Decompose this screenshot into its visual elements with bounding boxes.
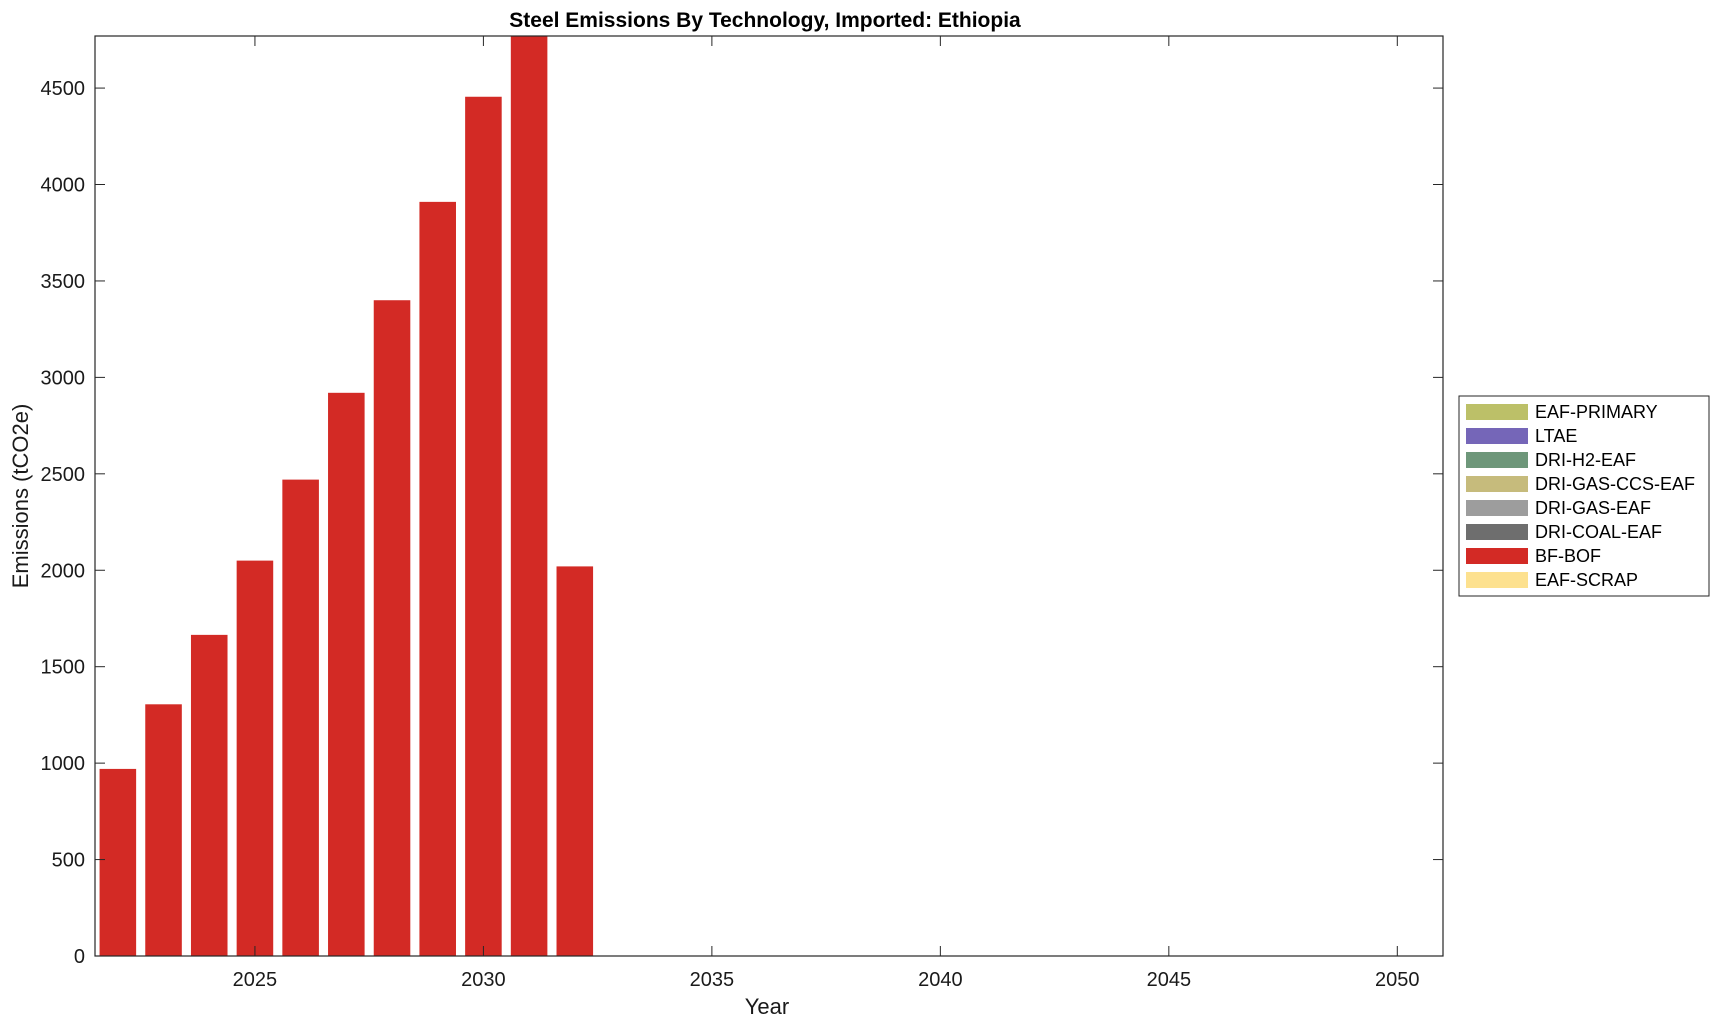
bar-bf-bof-2032 [556,566,594,956]
bar-bf-bof-2023 [145,704,182,956]
bars-layer [99,36,594,957]
legend-box [1458,395,1710,597]
legend-swatch-dri-gas-ccs-eaf [1466,476,1528,492]
legend-label-bf-bof: BF-BOF [1535,546,1601,566]
y-axis: 0 500 1000 1500 2000 2500 3000 3500 4000 4500 [41,78,1443,968]
x-tick-label-2040: 2040 [918,969,963,991]
bar-bf-bof-2024 [190,634,228,956]
bar-bf-bof-2029 [419,201,456,956]
bar-bf-bof-2026 [282,479,319,956]
y-tick-label-3500: 3500 [41,271,86,293]
x-tick-label-2035: 2035 [690,969,735,991]
bar-bf-bof-2030 [465,96,502,956]
bar-bf-bof-2028 [373,300,411,957]
legend-label-eaf-primary: EAF-PRIMARY [1535,402,1658,422]
y-tick-label-2000: 2000 [41,560,86,582]
legend-label-dri-gas-eaf: DRI-GAS-EAF [1535,498,1651,518]
y-tick-label-1000: 1000 [41,753,86,775]
legend-swatch-bf-bof [1466,548,1528,564]
x-axis: 2025 2030 2035 2040 2045 2050 [233,36,1420,991]
x-tick-label-2045: 2045 [1147,969,1192,991]
bar-bf-bof-2027 [328,392,365,956]
y-tick-label-4500: 4500 [41,78,86,100]
legend-label-dri-gas-ccs-eaf: DRI-GAS-CCS-EAF [1535,474,1695,494]
x-tick-label-2025: 2025 [233,969,278,991]
legend-label-eaf-scrap: EAF-SCRAP [1535,570,1638,590]
plot-frame [94,35,1444,957]
legend-swatch-eaf-scrap [1466,572,1528,588]
y-tick-label-500: 500 [52,850,85,872]
bar-bf-bof-2031 [510,36,548,956]
legend-swatch-dri-h2-eaf [1466,452,1528,468]
y-tick-label-1500: 1500 [41,657,86,679]
legend-label-dri-coal-eaf: DRI-COAL-EAF [1535,522,1662,542]
legend-swatch-dri-coal-eaf [1466,524,1528,540]
chart-title: Steel Emissions By Technology, Imported:… [509,9,1021,32]
legend-swatch-ltae [1466,428,1528,444]
legend-label-ltae: LTAE [1535,426,1577,446]
legend-label-dri-h2-eaf: DRI-H2-EAF [1535,450,1636,470]
bar-bf-bof-2022 [99,768,137,956]
bar-bf-bof-2025 [236,560,274,956]
legend: EAF-PRIMARY LTAE DRI-H2-EAF DRI-GAS-CCS-EAF… [1458,395,1710,597]
y-tick-label-3000: 3000 [41,367,86,389]
legend-swatch-dri-gas-eaf [1466,500,1528,516]
x-tick-label-2030: 2030 [461,969,506,991]
y-axis-label: Emissions (tCO2e) [8,404,33,589]
x-axis-label: Year [745,994,789,1019]
y-tick-label-4000: 4000 [41,175,86,197]
y-tick-label-0: 0 [74,946,85,968]
legend-swatch-eaf-primary [1466,404,1528,420]
y-tick-label-2500: 2500 [41,464,86,486]
x-tick-label-2050: 2050 [1375,969,1420,991]
